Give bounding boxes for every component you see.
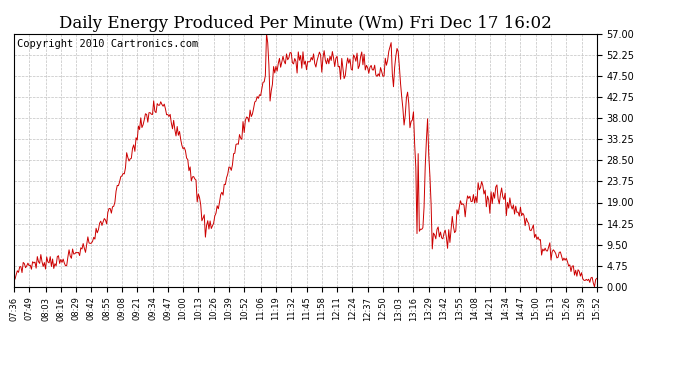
- Title: Daily Energy Produced Per Minute (Wm) Fri Dec 17 16:02: Daily Energy Produced Per Minute (Wm) Fr…: [59, 15, 552, 32]
- Text: Copyright 2010 Cartronics.com: Copyright 2010 Cartronics.com: [17, 39, 198, 49]
